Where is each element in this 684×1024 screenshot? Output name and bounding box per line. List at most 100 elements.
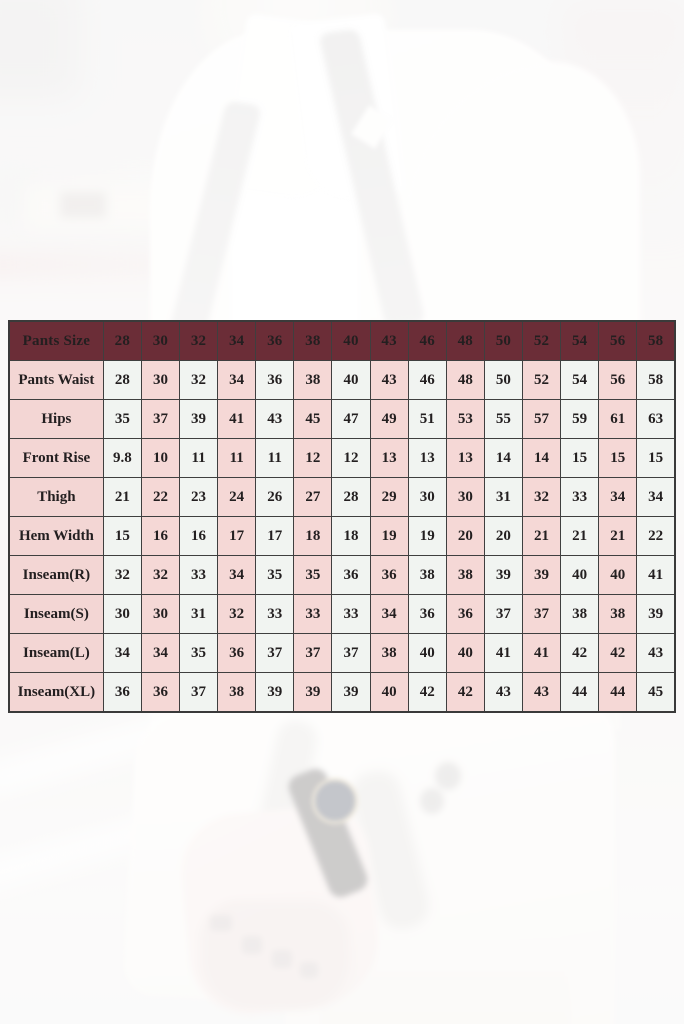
data-cell: 13	[369, 438, 409, 478]
data-cell: 52	[521, 360, 562, 400]
data-cell: 40	[369, 672, 409, 713]
data-cell: 50	[483, 360, 523, 400]
data-cell: 39	[293, 672, 333, 713]
header-cell-size-48: 48	[445, 320, 485, 361]
data-cell: 33	[178, 555, 219, 595]
header-cell-size-30: 30	[140, 320, 181, 361]
data-cell: 41	[483, 633, 523, 673]
header-cell-size-58: 58	[636, 320, 676, 361]
data-cell: 36	[217, 633, 257, 673]
data-cell: 57	[521, 399, 562, 439]
table-row: Pants Waist 28 30 32 34 36 38 40 43 46 48 50 52 54 56 5…	[8, 360, 676, 400]
header-cell-label: Pants Size	[8, 320, 104, 361]
header-cell-size-32: 32	[178, 320, 219, 361]
data-cell: 19	[369, 516, 409, 556]
table-row: Hips 35 37 39 41 43 45 47 49 51 53 55 57 59 61 63	[8, 399, 676, 439]
data-cell: 15	[636, 438, 676, 478]
data-cell: 59	[560, 399, 600, 439]
figure-lower-body	[0, 694, 650, 1024]
row-label-cell: Inseam(XL)	[8, 672, 104, 713]
data-cell: 42	[407, 672, 447, 713]
header-cell-size-54: 54	[560, 320, 600, 361]
data-cell: 37	[483, 594, 523, 634]
data-cell: 34	[636, 477, 676, 517]
data-cell: 41	[521, 633, 562, 673]
data-cell: 55	[483, 399, 523, 439]
header-cell-size-56: 56	[598, 320, 638, 361]
data-cell: 15	[560, 438, 600, 478]
data-cell: 34	[140, 633, 181, 673]
table-header: Pants Size 28 30 32 34 36 38 40 43 46 48 50 52 54 56 58	[8, 320, 676, 361]
data-cell: 43	[369, 360, 409, 400]
data-cell: 24	[217, 477, 257, 517]
data-cell: 54	[560, 360, 600, 400]
data-cell: 30	[140, 594, 181, 634]
data-cell: 18	[331, 516, 371, 556]
header-cell-size-38: 38	[293, 320, 333, 361]
data-cell: 32	[217, 594, 257, 634]
background-sign-mark	[60, 192, 106, 218]
data-cell: 34	[598, 477, 638, 517]
data-cell: 26	[255, 477, 295, 517]
row-label-cell: Hips	[8, 399, 104, 439]
table-row: Inseam(L) 34 34 35 36 37 37 37 38 40 40 41 41 42 42 43	[8, 633, 676, 673]
data-cell: 37	[178, 672, 219, 713]
data-cell: 30	[140, 360, 181, 400]
data-cell: 35	[102, 399, 142, 439]
data-cell: 30	[407, 477, 447, 517]
data-cell: 42	[598, 633, 638, 673]
data-cell: 39	[483, 555, 523, 595]
data-cell: 38	[560, 594, 600, 634]
data-cell: 53	[445, 399, 485, 439]
data-cell: 33	[560, 477, 600, 517]
data-cell: 40	[407, 633, 447, 673]
data-cell: 36	[255, 360, 295, 400]
data-cell: 20	[445, 516, 485, 556]
table-row: Thigh 21 22 23 24 26 27 28 29 30 30 31 32 33 34 34	[8, 477, 676, 517]
row-label-cell: Inseam(R)	[8, 555, 104, 595]
data-cell: 21	[521, 516, 562, 556]
data-cell: 33	[293, 594, 333, 634]
data-cell: 63	[636, 399, 676, 439]
data-cell: 23	[178, 477, 219, 517]
data-cell: 14	[483, 438, 523, 478]
data-cell: 30	[445, 477, 485, 517]
data-cell: 37	[293, 633, 333, 673]
data-cell: 36	[331, 555, 371, 595]
row-label-cell: Front Rise	[8, 438, 104, 478]
header-cell-size-36: 36	[255, 320, 295, 361]
data-cell: 13	[407, 438, 447, 478]
data-cell: 33	[331, 594, 371, 634]
header-cell-size-50: 50	[483, 320, 523, 361]
table-row: Inseam(S) 30 30 31 32 33 33 33 34 36 36 37 37 38 38 39	[8, 594, 676, 634]
header-cell-size-34: 34	[217, 320, 257, 361]
data-cell: 34	[217, 360, 257, 400]
data-cell: 43	[483, 672, 523, 713]
data-cell: 9.8	[102, 438, 142, 478]
data-cell: 18	[293, 516, 333, 556]
data-cell: 35	[255, 555, 295, 595]
data-cell: 37	[255, 633, 295, 673]
header-cell-size-43: 43	[369, 320, 409, 361]
data-cell: 58	[636, 360, 676, 400]
data-cell: 31	[483, 477, 523, 517]
data-cell: 44	[598, 672, 638, 713]
data-cell: 61	[598, 399, 638, 439]
data-cell: 15	[598, 438, 638, 478]
data-cell: 41	[636, 555, 676, 595]
data-cell: 28	[102, 360, 142, 400]
data-cell: 14	[521, 438, 562, 478]
data-cell: 39	[178, 399, 219, 439]
row-label-cell: Thigh	[8, 477, 104, 517]
data-cell: 56	[598, 360, 638, 400]
data-cell: 47	[331, 399, 371, 439]
data-cell: 38	[293, 360, 333, 400]
size-chart-container: Pants Size 28 30 32 34 36 38 40 43 46 48 50 52 54 56 58…	[8, 320, 676, 713]
data-cell: 22	[636, 516, 676, 556]
data-cell: 40	[598, 555, 638, 595]
data-cell: 29	[369, 477, 409, 517]
data-cell: 34	[217, 555, 257, 595]
figure-tattoo-2	[242, 936, 262, 954]
data-cell: 45	[636, 672, 676, 713]
data-cell: 12	[293, 438, 333, 478]
